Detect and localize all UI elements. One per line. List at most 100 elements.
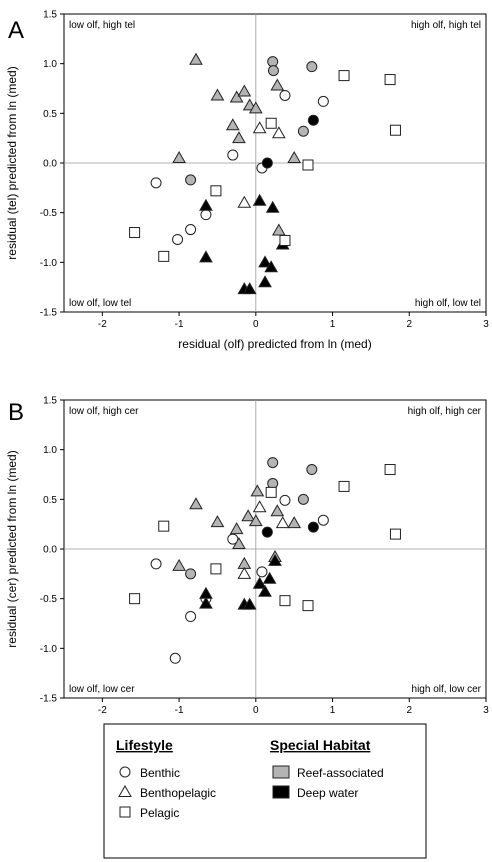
data-point-triangle xyxy=(229,90,244,103)
data-point-triangle xyxy=(271,126,286,139)
data-point-triangle xyxy=(258,255,272,268)
data-point-triangle xyxy=(250,484,265,497)
data-point-circle xyxy=(227,149,239,161)
corner-label-top-left: low olf, high cer xyxy=(69,406,139,417)
data-point-circle xyxy=(306,61,318,73)
data-point-triangle xyxy=(225,118,240,131)
data-point-square xyxy=(338,480,350,492)
legend-swatch-deep xyxy=(272,785,290,799)
data-point-circle xyxy=(267,457,279,469)
x-tick-label: 2 xyxy=(406,705,412,716)
data-point-triangle xyxy=(287,516,302,529)
corner-label-top-left: low olf, high tel xyxy=(69,20,135,31)
y-tick-label: -0.5 xyxy=(40,594,58,605)
data-point-triangle xyxy=(172,151,186,164)
panel-letter: A xyxy=(8,17,24,44)
y-tick-label: 1.5 xyxy=(43,10,57,21)
panel-a: A -2 -1 0 1 2 3 -1.5 -1.0 -0.5 0.0 0.5 1.0 1.5 residua… xyxy=(5,10,489,352)
data-point-triangle xyxy=(248,101,263,114)
data-point-triangle xyxy=(270,78,285,91)
data-point-triangle xyxy=(229,522,244,535)
data-point-circle xyxy=(200,209,212,221)
legend: Lifestyle Special Habitat Benthic Benthopel… xyxy=(103,723,427,859)
data-point-circle xyxy=(261,526,273,538)
x-tick-label: -1 xyxy=(175,319,184,330)
corner-label-bottom-right: high olf, low cer xyxy=(412,684,482,695)
x-tick-label: -2 xyxy=(98,705,107,716)
y-tick-label: 0.5 xyxy=(43,495,57,506)
data-point-circle xyxy=(307,114,319,126)
data-point-circle xyxy=(256,566,268,578)
legend-circle-icon xyxy=(119,766,131,778)
legend-swatch-reef xyxy=(272,765,290,779)
data-point-triangle xyxy=(252,121,267,134)
data-point-triangle xyxy=(210,88,225,101)
data-point-triangle xyxy=(189,52,203,65)
y-tick-label: 0.5 xyxy=(43,109,57,120)
x-tick-label: 3 xyxy=(483,319,489,330)
panel-b: B -2 -1 0 1 2 3 -1.5 -1.0 -0.5 0.0 0.5 1.0 1.5 residua… xyxy=(5,396,489,738)
data-point-triangle xyxy=(237,84,252,97)
data-point-triangle xyxy=(275,516,290,529)
data-point-triangle xyxy=(199,596,213,609)
legend-triangle-icon xyxy=(118,784,132,797)
data-point-square xyxy=(210,563,222,575)
x-tick-label: 0 xyxy=(253,705,259,716)
legend-box xyxy=(103,723,427,859)
data-point-circle xyxy=(317,514,329,526)
y-axis-label: residual (tel) predicted from ln (med) xyxy=(5,66,19,259)
data-point-circle xyxy=(306,464,318,476)
data-point-circle xyxy=(279,89,291,101)
corner-label-top-right: high olf, high tel xyxy=(411,20,481,31)
data-point-triangle xyxy=(199,250,213,263)
y-tick-label: -1.5 xyxy=(40,694,58,705)
y-tick-label: -0.5 xyxy=(40,208,58,219)
data-point-circle xyxy=(317,95,329,107)
data-point-triangle xyxy=(189,497,203,510)
x-tick-label: -1 xyxy=(175,705,184,716)
data-point-triangle xyxy=(232,131,246,144)
data-point-square xyxy=(338,70,350,82)
x-tick-label: 1 xyxy=(330,319,336,330)
data-point-circle xyxy=(150,558,162,570)
data-point-triangle xyxy=(287,151,302,164)
legend-square-icon xyxy=(119,806,131,818)
data-point-square xyxy=(158,520,170,532)
data-point-triangle xyxy=(270,504,285,517)
data-point-circle xyxy=(169,652,181,664)
data-point-triangle xyxy=(265,200,280,213)
y-axis-label: residual (cer) predicted from ln (med) xyxy=(5,450,19,647)
data-point-square xyxy=(158,250,170,262)
data-point-circle xyxy=(185,611,197,623)
data-point-triangle xyxy=(258,275,272,288)
data-point-square xyxy=(384,464,396,476)
corner-label-bottom-right: high olf, low tel xyxy=(415,298,481,309)
data-point-square xyxy=(389,124,401,136)
data-point-triangle xyxy=(199,586,213,599)
x-tick-label: 0 xyxy=(253,319,259,330)
data-point-triangle xyxy=(252,500,267,513)
data-point-square xyxy=(302,600,314,612)
legend-item-label: Benthopelagic xyxy=(140,786,216,800)
y-tick-label: -1.0 xyxy=(40,644,58,655)
legend-item-label: Deep water xyxy=(297,786,358,800)
data-point-triangle xyxy=(268,553,282,566)
x-axis-label: residual (olf) predicted from ln (med) xyxy=(178,337,371,351)
data-point-triangle xyxy=(242,282,257,295)
data-point-triangle xyxy=(258,584,272,597)
corner-label-top-right: high olf, high cer xyxy=(408,406,482,417)
data-point-triangle xyxy=(264,260,279,273)
data-point-triangle xyxy=(199,198,213,211)
x-tick-label: -2 xyxy=(98,319,107,330)
data-point-square xyxy=(384,74,396,86)
y-tick-label: -1.0 xyxy=(40,258,58,269)
legend-habitat-title: Special Habitat xyxy=(270,737,371,753)
data-point-circle xyxy=(185,174,197,186)
y-tick-label: 0.0 xyxy=(43,159,57,170)
data-point-triangle xyxy=(262,571,277,584)
x-tick-label: 3 xyxy=(483,705,489,716)
y-tick-label: 1.0 xyxy=(43,445,57,456)
data-point-circle xyxy=(261,157,273,169)
data-point-triangle xyxy=(242,597,257,610)
data-point-triangle xyxy=(271,223,286,236)
